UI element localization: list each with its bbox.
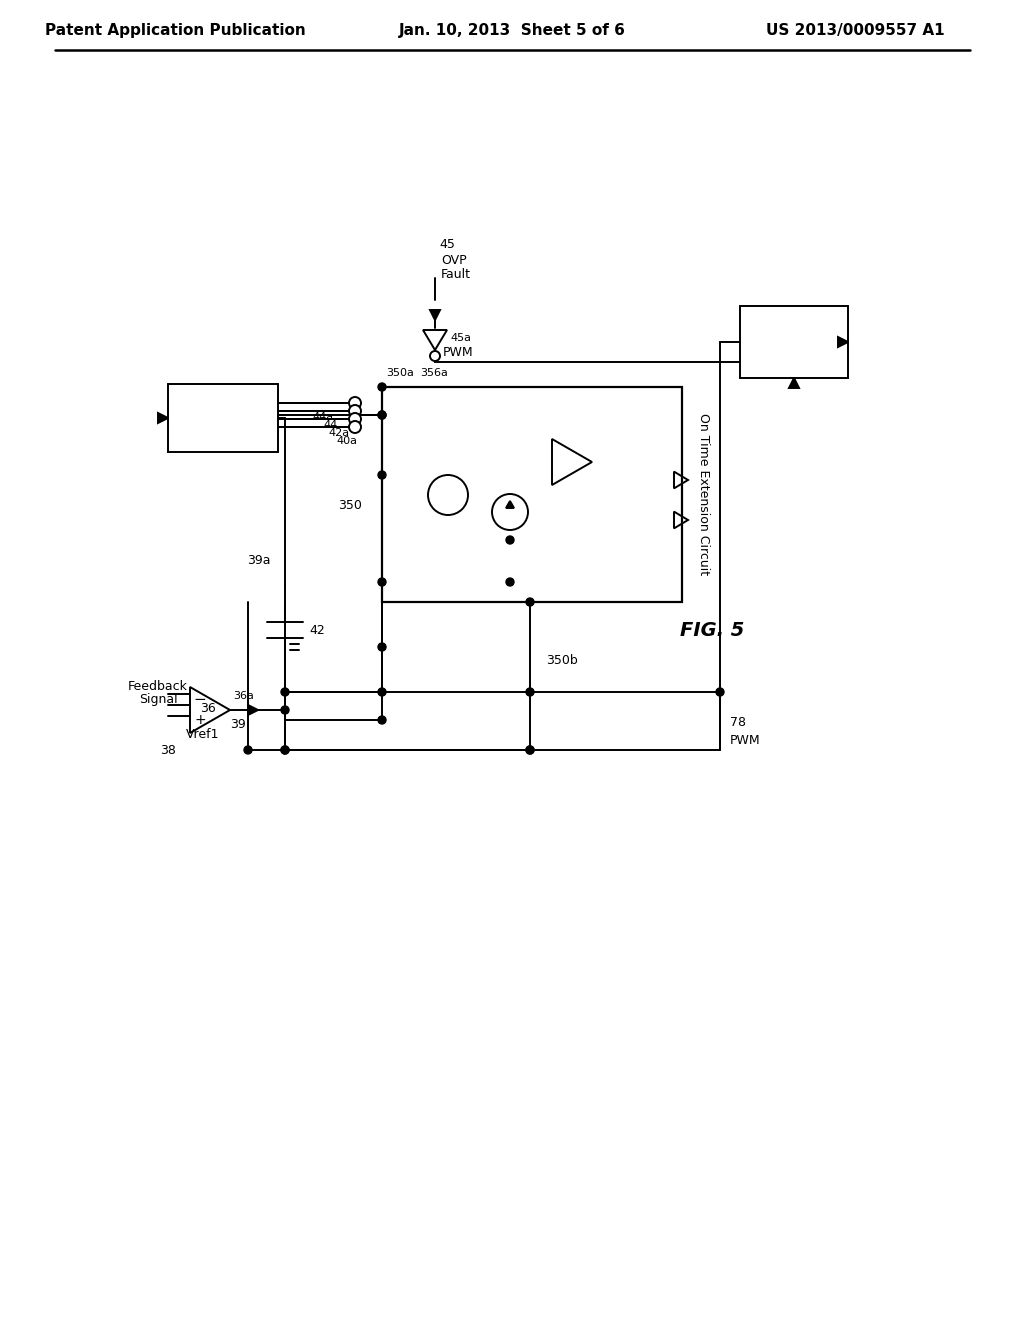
Circle shape [349,421,361,433]
Circle shape [526,746,534,754]
Text: +: + [195,713,206,727]
Circle shape [349,405,361,417]
Text: 78: 78 [730,715,746,729]
Text: Feedback: Feedback [128,680,188,693]
Bar [382,387,682,602]
Circle shape [378,715,386,723]
Text: 40a: 40a [337,436,357,446]
Text: 356a: 356a [420,368,447,378]
Text: 45a: 45a [450,333,471,343]
Text: 38: 38 [160,743,176,756]
Text: 356: 356 [596,436,617,445]
Bar [740,306,848,378]
Text: 44: 44 [324,420,338,430]
Circle shape [378,411,386,418]
Text: Fault: Fault [441,268,471,281]
Text: Circuits: Circuits [771,347,817,360]
Text: Signal: Signal [138,693,177,705]
Circle shape [281,706,289,714]
Circle shape [430,351,440,360]
Text: 352: 352 [500,535,520,545]
Text: 350b: 350b [546,653,578,667]
Text: Jan. 10, 2013  Sheet 5 of 6: Jan. 10, 2013 Sheet 5 of 6 [398,22,626,37]
Text: −: − [556,465,568,479]
Text: Controller: Controller [193,411,254,424]
Text: 1V: 1V [410,488,426,502]
Text: 42a: 42a [329,428,349,438]
Text: 36: 36 [200,701,216,714]
Text: PWM: PWM [443,346,474,359]
Polygon shape [838,337,848,347]
Text: 350: 350 [338,499,362,512]
Text: 364: 364 [782,362,806,375]
Text: PWM: PWM [206,396,241,408]
Text: 360: 360 [645,459,667,469]
Text: On Time Extension Circuit: On Time Extension Circuit [697,413,711,576]
Bar [168,384,278,451]
Text: 364: 364 [613,436,635,445]
Text: −: − [441,495,455,510]
Text: 39a: 39a [248,553,271,566]
Text: +: + [556,445,568,459]
Circle shape [716,688,724,696]
Circle shape [526,598,534,606]
Circle shape [428,475,468,515]
Circle shape [349,397,361,409]
Text: FIG. 5: FIG. 5 [680,620,744,639]
Text: 30: 30 [215,433,231,446]
Text: 42: 42 [309,623,325,636]
Text: 36a: 36a [233,690,254,701]
Circle shape [281,746,289,754]
Text: PWM: PWM [730,734,761,747]
Text: 362: 362 [660,449,681,459]
Circle shape [378,471,386,479]
Circle shape [378,578,386,586]
Polygon shape [506,502,514,508]
Circle shape [349,413,361,425]
Text: 39: 39 [230,718,246,730]
Polygon shape [430,310,440,319]
Text: 350a: 350a [386,368,414,378]
Text: 350c: 350c [430,462,458,473]
Polygon shape [158,413,168,422]
Circle shape [526,688,534,696]
Text: 44a: 44a [312,412,334,422]
Text: US 2013/0009557 A1: US 2013/0009557 A1 [766,22,944,37]
Circle shape [506,536,514,544]
Circle shape [281,688,289,696]
Circle shape [244,746,252,754]
Circle shape [526,746,534,754]
Text: +: + [441,479,455,495]
Text: Regulator: Regulator [764,334,824,346]
Text: 45: 45 [439,239,455,252]
Circle shape [378,383,386,391]
Text: Vref1: Vref1 [186,727,219,741]
Circle shape [378,643,386,651]
Circle shape [506,578,514,586]
Circle shape [281,746,289,754]
Circle shape [378,411,386,418]
Circle shape [378,688,386,696]
Text: 358: 358 [596,475,617,484]
Polygon shape [248,705,258,715]
Circle shape [492,494,528,531]
Text: OVP: OVP [441,253,467,267]
Text: Patent Application Publication: Patent Application Publication [45,22,305,37]
Text: Current: Current [771,313,817,326]
Text: −: − [194,693,207,708]
Text: 354: 354 [540,422,560,432]
Polygon shape [790,378,799,388]
